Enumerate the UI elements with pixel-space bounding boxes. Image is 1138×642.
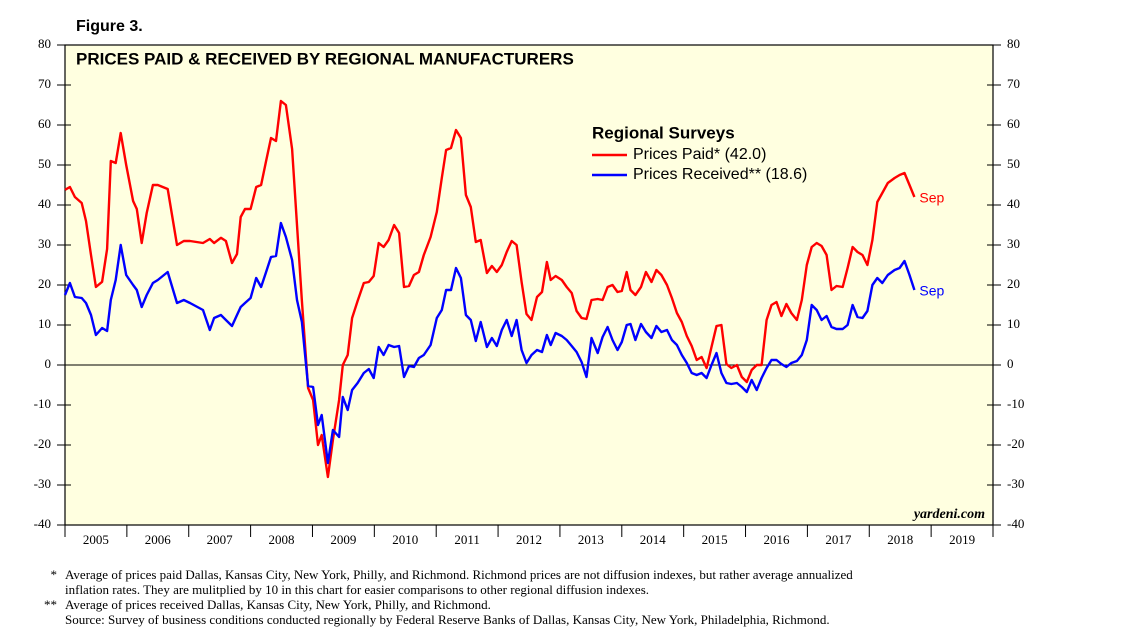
x-tick-label: 2006 (145, 532, 172, 547)
note-text: Source: Survey of business conditions co… (65, 612, 830, 627)
y-tick-label: 50 (38, 156, 51, 171)
x-tick-label: 2009 (330, 532, 356, 547)
end-label: Sep (919, 283, 944, 299)
x-tick-label: 2008 (269, 532, 295, 547)
x-tick-label: 2011 (454, 532, 480, 547)
plot-area (64, 44, 994, 526)
y-tick-label: -10 (34, 396, 51, 411)
x-tick-label: 2010 (392, 532, 418, 547)
y-tick-label: -30 (34, 476, 51, 491)
y2-tick-label: 70 (1007, 76, 1020, 91)
y-tick-label: 20 (38, 276, 51, 291)
series-line (64, 99, 916, 479)
y2-tick-label: 30 (1007, 236, 1020, 251)
chart-title: PRICES PAID & RECEIVED BY REGIONAL MANUF… (76, 49, 574, 68)
y2-tick-label: -10 (1007, 396, 1024, 411)
x-tick-label: 2012 (516, 532, 542, 547)
x-tick-label: 2014 (640, 532, 667, 547)
y2-tick-label: 10 (1007, 316, 1020, 331)
y2-tick-label: 80 (1007, 36, 1020, 51)
series-line (63, 221, 916, 465)
y-tick-label: 80 (38, 36, 51, 51)
y2-tick-label: -40 (1007, 516, 1024, 531)
y2-tick-label: -30 (1007, 476, 1024, 491)
y-tick-label: -40 (34, 516, 51, 531)
x-tick-label: 2013 (578, 532, 604, 547)
x-tick-label: 2007 (207, 532, 234, 547)
watermark: yardeni.com (912, 507, 985, 522)
note-mark: * (51, 567, 58, 582)
x-tick-label: 2018 (887, 532, 913, 547)
end-label: Sep (919, 190, 944, 206)
note-text: inflation rates. They are mulitplied by … (65, 582, 649, 597)
y-tick-label: -20 (34, 436, 51, 451)
legend-title: Regional Surveys (592, 123, 735, 142)
y-tick-label: 40 (38, 196, 51, 211)
note-text: Average of prices paid Dallas, Kansas Ci… (65, 567, 853, 582)
figure-label: Figure 3. (76, 18, 143, 35)
y-tick-label: 10 (38, 316, 51, 331)
y-tick-label: 70 (38, 76, 51, 91)
x-tick-label: 2016 (763, 532, 790, 547)
y2-tick-label: 50 (1007, 156, 1020, 171)
x-tick-label: 2019 (949, 532, 975, 547)
legend-label: Prices Paid* (42.0) (633, 146, 766, 163)
y2-tick-label: 40 (1007, 196, 1020, 211)
note-text: Average of prices received Dallas, Kansa… (65, 597, 491, 612)
legend-label: Prices Received** (18.6) (633, 166, 807, 183)
y2-tick-label: 0 (1007, 356, 1014, 371)
y2-tick-label: 60 (1007, 116, 1020, 131)
x-tick-label: 2005 (83, 532, 109, 547)
note-mark: ** (44, 597, 57, 612)
y2-tick-label: 20 (1007, 276, 1020, 291)
y2-tick-label: -20 (1007, 436, 1024, 451)
y-tick-label: 0 (45, 356, 52, 371)
x-tick-label: 2015 (702, 532, 728, 547)
y-tick-label: 60 (38, 116, 51, 131)
x-tick-label: 2017 (825, 532, 852, 547)
y-tick-label: 30 (38, 236, 51, 251)
